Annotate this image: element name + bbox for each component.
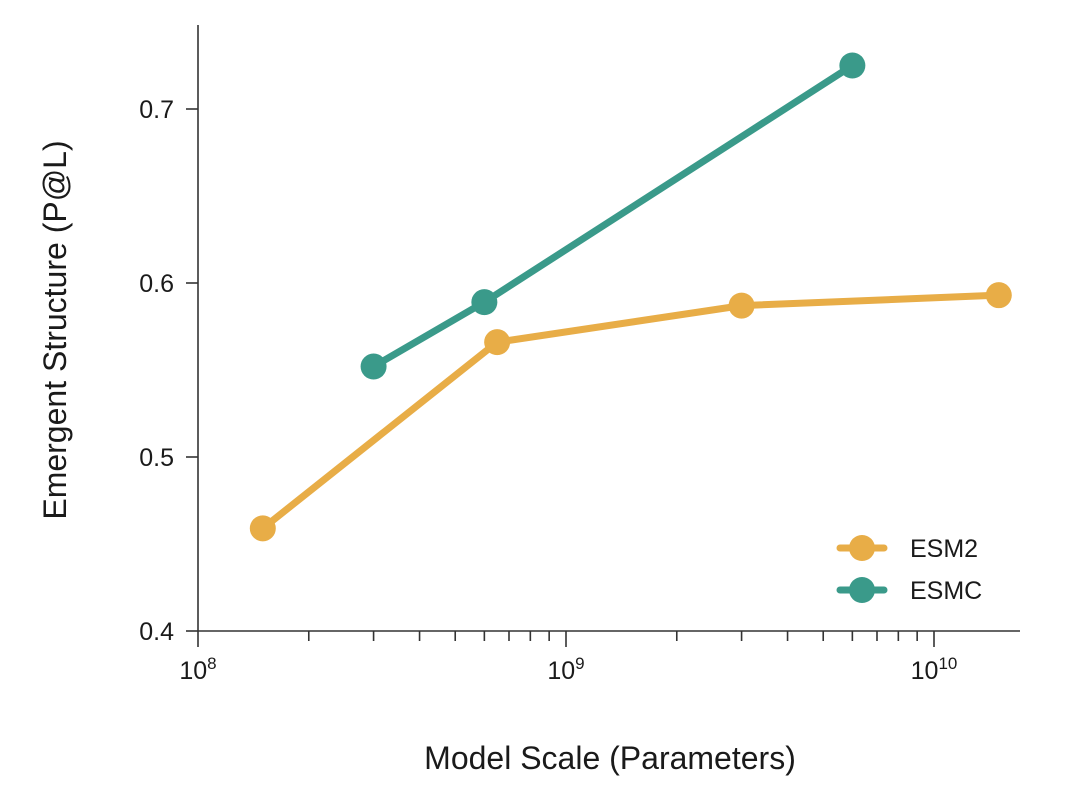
x-axis-title: Model Scale (Parameters): [424, 740, 796, 776]
series-layer: [249, 52, 1012, 542]
esmc-point: [360, 353, 387, 380]
esm2-point: [484, 329, 511, 356]
esm2-point: [728, 292, 755, 319]
esm2-legend-marker: [849, 535, 875, 561]
esmc-legend-marker: [849, 577, 875, 603]
y-tick-label: 0.4: [139, 618, 174, 646]
y-tick-label: 0.7: [139, 96, 174, 124]
axes: 0.4 0.5 0.6 0.7 108 109 1010: [139, 25, 1020, 685]
y-tick-label: 0.5: [139, 444, 174, 472]
x-tick-label: 109: [547, 654, 584, 685]
esmc-point: [471, 289, 498, 316]
esmc-point: [839, 52, 866, 79]
x-tick-label: 1010: [911, 654, 958, 685]
x-tick-label: 108: [179, 654, 216, 685]
esm2-point: [985, 282, 1012, 309]
legend: ESM2 ESMC: [836, 535, 982, 605]
esm2-line: [259, 291, 1003, 532]
esm2-legend-label: ESM2: [910, 535, 978, 563]
y-tick-label: 0.6: [139, 270, 174, 298]
esm2-point: [249, 515, 276, 542]
esmc-legend-label: ESMC: [910, 577, 982, 605]
y-axis-title: Emergent Structure (P@L): [37, 140, 73, 519]
